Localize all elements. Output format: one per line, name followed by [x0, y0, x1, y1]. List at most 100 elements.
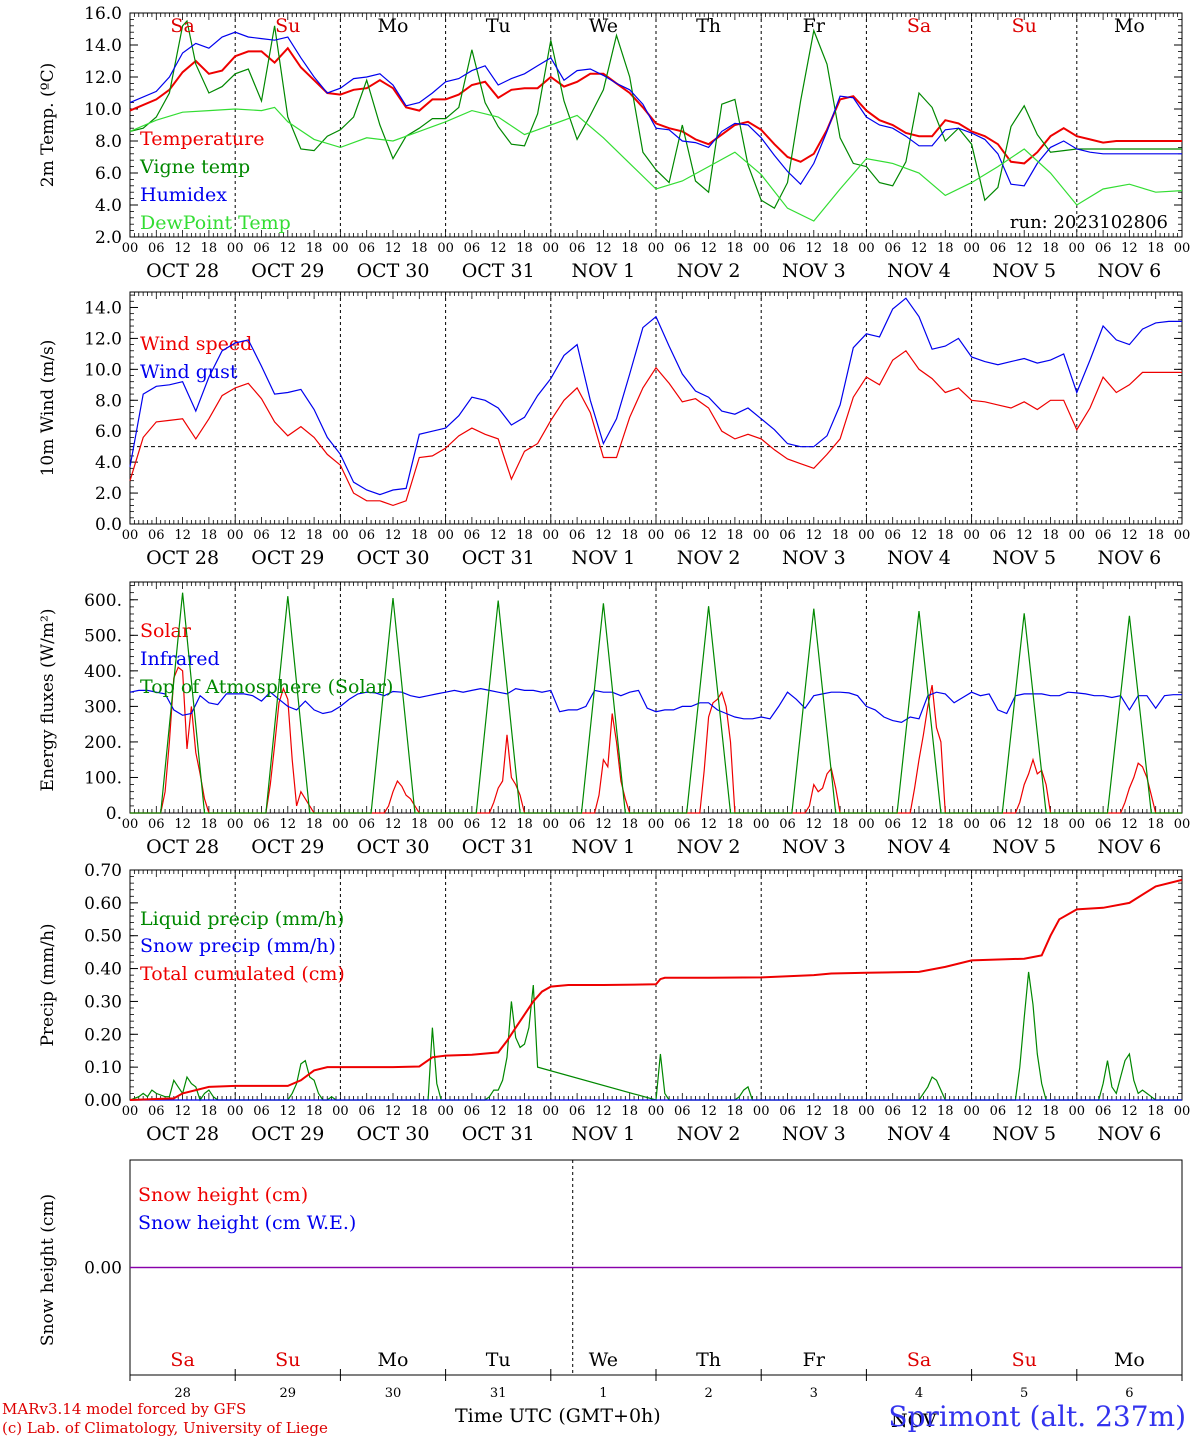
y-tick-label: 0.70: [84, 861, 122, 881]
y-tick-label: 400.: [84, 662, 122, 682]
y-tick-label: 12.0: [84, 68, 122, 88]
hour-label: 00: [753, 1104, 770, 1119]
x-axis-title: Time UTC (GMT+0h): [455, 1405, 661, 1427]
hour-label: 00: [1069, 1104, 1086, 1119]
panel-1: 2.0 4.0 6.0 8.0 10.0 12.0 14.0 16.0 2m Temp. (ºC…: [38, 4, 1190, 282]
y-tick-label: 0.: [106, 804, 122, 824]
date-label: NOV 1: [572, 1123, 636, 1145]
hour-label: 06: [148, 241, 165, 256]
hour-label: 18: [1042, 1104, 1059, 1119]
y-tick-label: 0.00: [84, 1091, 122, 1111]
weekday-label: Mo: [378, 1349, 409, 1371]
hour-label: 18: [201, 817, 218, 832]
hour-label: 12: [595, 817, 612, 832]
plot-frame: [129, 12, 1183, 238]
legend-entry: Total cumulated (cm): [140, 963, 345, 985]
hour-label: 00: [332, 817, 349, 832]
hour-label: 18: [306, 241, 323, 256]
legend-entry: Liquid precip (mm/h): [140, 908, 344, 930]
date-label: NOV 3: [782, 1123, 846, 1145]
hour-label: 06: [148, 528, 165, 543]
y-tick-label: 200.: [84, 733, 122, 753]
date-label: OCT 30: [356, 260, 429, 282]
hour-label: 06: [779, 241, 796, 256]
legend-entry: Solar: [140, 620, 192, 642]
hour-label: 18: [411, 528, 428, 543]
hour-label: 06: [358, 528, 375, 543]
hour-label: 12: [595, 1104, 612, 1119]
legend-entry: DewPoint Temp: [140, 212, 291, 234]
hour-label: 12: [490, 528, 507, 543]
legend-entry: Wind gust: [140, 361, 238, 383]
hour-label: 06: [464, 1104, 481, 1119]
hour-label: 00: [648, 817, 665, 832]
series-line: [129, 349, 1182, 507]
hour-label: 12: [595, 528, 612, 543]
hour-label: 00: [543, 1104, 560, 1119]
weekday-label: Sa: [907, 1349, 931, 1371]
series-line: [129, 878, 1183, 1101]
hour-label: 06: [884, 1104, 901, 1119]
run-annotation: run: 2023102806: [1010, 212, 1168, 233]
y-axis-title: 2m Temp. (ºC): [38, 63, 58, 188]
day-number: 2: [704, 1386, 712, 1401]
hour-label: 12: [280, 528, 297, 543]
hour-label: 12: [1016, 528, 1033, 543]
hour-label: 12: [1121, 1104, 1138, 1119]
legend-entry: Snow precip (mm/h): [140, 935, 336, 957]
series-line: [129, 106, 1183, 222]
hour-label: 12: [806, 1104, 823, 1119]
hour-label: 00: [1069, 241, 1086, 256]
hour-label: 18: [306, 1104, 323, 1119]
hour-label: 18: [411, 817, 428, 832]
y-tick-label: 300.: [84, 697, 122, 717]
weekday-label: Th: [696, 1349, 721, 1371]
date-label: NOV 5: [992, 1123, 1056, 1145]
hour-label: 18: [1042, 241, 1059, 256]
hour-label: 06: [884, 241, 901, 256]
date-label: OCT 30: [356, 836, 429, 858]
y-tick-label: 8.0: [95, 132, 122, 152]
hour-label: 12: [385, 817, 402, 832]
hour-label: 00: [753, 528, 770, 543]
panel-4: 0.00 0.10 0.20 0.30 0.40 0.50 0.60 0.70 Precip (…: [38, 861, 1190, 1145]
date-label: NOV 4: [887, 260, 951, 282]
hour-label: 18: [727, 241, 744, 256]
hour-label: 06: [674, 817, 691, 832]
hour-label: 00: [122, 817, 139, 832]
date-label: NOV 6: [1098, 1123, 1162, 1145]
hour-label: 00: [753, 817, 770, 832]
hour-label: 12: [1016, 817, 1033, 832]
hour-label: 00: [858, 241, 875, 256]
hour-label: 06: [253, 817, 270, 832]
hour-label: 06: [1095, 817, 1112, 832]
hour-label: 18: [727, 528, 744, 543]
date-label: OCT 28: [146, 260, 219, 282]
hour-label: 12: [911, 1104, 928, 1119]
weekday-label: We: [589, 1349, 618, 1371]
hour-label: 06: [253, 528, 270, 543]
hour-label: 00: [437, 528, 454, 543]
hour-label: 00: [1174, 817, 1191, 832]
hour-label: 00: [543, 528, 560, 543]
hour-label: 18: [1042, 817, 1059, 832]
y-tick-label: 14.0: [84, 36, 122, 56]
day-number: 5: [1020, 1386, 1028, 1401]
hour-label: 00: [858, 1104, 875, 1119]
date-label: NOV 5: [992, 836, 1056, 858]
hour-label: 00: [1174, 1104, 1191, 1119]
hour-label: 18: [621, 528, 638, 543]
y-tick-label: 4.0: [95, 453, 122, 473]
date-label: OCT 31: [462, 260, 535, 282]
hour-label: 06: [569, 817, 586, 832]
hour-label: 00: [227, 528, 244, 543]
y-axis-title: Precip (mm/h): [38, 923, 58, 1046]
date-label: OCT 29: [251, 260, 324, 282]
hour-label: 00: [332, 1104, 349, 1119]
series-line: [129, 971, 1182, 1102]
legend-entry: Top of Atmosphere (Solar): [140, 676, 393, 698]
date-label: NOV 2: [677, 547, 741, 569]
hour-label: 18: [832, 1104, 849, 1119]
hour-label: 18: [516, 1104, 533, 1119]
